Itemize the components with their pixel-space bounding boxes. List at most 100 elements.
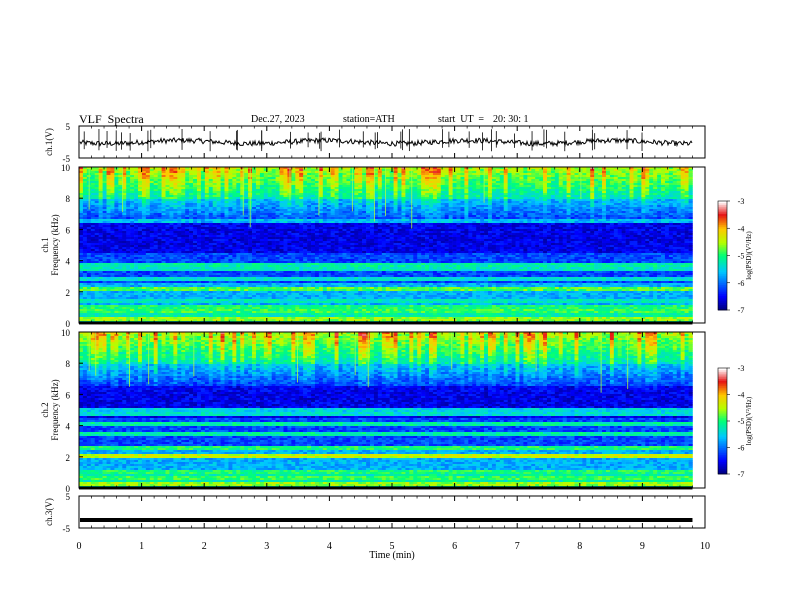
ch1-spectrogram-cell [228,199,232,201]
ch1-spectrogram-cell [633,223,637,225]
ch1-spectrogram-cell [327,181,331,183]
ch1-spectrogram-cell [457,173,461,175]
ch1-spectrogram-cell [232,207,236,209]
ch1-spectrogram-cell [394,221,398,223]
ch1-spectrogram-cell [130,203,134,205]
ch1-spectrogram-cell [228,185,232,187]
ch1-spectrogram-cell [394,199,398,201]
ch1-spectrogram-cell [209,213,213,215]
ch1-spectrogram-cell [394,191,398,193]
ch1-spectrogram-cell [232,189,236,191]
ch1-spectrogram-cell [637,223,641,225]
ch1-spectrogram-cell [95,191,99,193]
ch1-spectrogram-cell [653,199,657,201]
ch1-spectrogram-cell [657,221,661,223]
ch1-spectrogram-cell [681,223,685,225]
ch1-spectrogram-cell [508,177,512,179]
ch1-spectrogram-cell [563,187,567,189]
ch1-spectrogram-cell [256,213,260,215]
ch1-spectrogram-cell [177,221,181,223]
ch1-spectrogram-cell [236,215,240,217]
ch1-spectrogram-cell [91,219,95,221]
ch1-spectrogram-cell [280,191,284,193]
ch1-spectrogram-cell [232,169,236,171]
ch1-spectrogram-cell [366,219,370,221]
ch1-spectrogram-cell [335,197,339,199]
ch1-spectrogram-cell [390,223,394,225]
ch1-spectrogram-cell [299,217,303,219]
ch1-spectrogram-cell [307,215,311,217]
ch1-spectrogram-cell [134,227,138,229]
ch1-spectrogram-cell [433,209,437,211]
ch1-spectrogram-cell [551,203,555,205]
ch1-spectrogram-cell [555,193,559,195]
ch1-spectrogram-cell [236,203,240,205]
ch1-spectrogram-cell [516,189,520,191]
ch1-spectrogram-cell [433,215,437,217]
ch1-spectrogram-cell [547,189,551,191]
ch1-spectrogram-cell [83,199,87,201]
ch1-spectrogram-cell [523,199,527,201]
ch1-spectrogram-cell [189,179,193,181]
ch1-spectrogram-cell [335,169,339,171]
ch1-spectrogram-cell [138,201,142,203]
ch1-spectrogram-cell [527,183,531,185]
ch1-spectrogram-cell [83,171,87,173]
ch1-spectrogram-cell [91,191,95,193]
ch1-spectrogram-cell [374,225,378,227]
ch1-spectrogram-cell [307,205,311,207]
ch1-spectrogram-cell [677,177,681,179]
ch1-spectrogram-cell [158,191,162,193]
ch1-spectrogram-cell [185,201,189,203]
ch1-spectrogram-cell [421,215,425,217]
ch1-spectrogram-cell [421,173,425,175]
ch1-spectrogram-cell [295,183,299,185]
ch1-spectrogram-cell [217,183,221,185]
ch1-spectrogram-cell [401,177,405,179]
ch1-spectrogram-cell [331,217,335,219]
ch1-spectrogram-cell [390,219,394,221]
ch1-spectrogram-cell [197,191,201,193]
ch1-spectrogram-cell [158,187,162,189]
ch1-spectrogram-cell [323,187,327,189]
ch1-spectrogram-cell [417,201,421,203]
ch1-spectrogram-cell [99,227,103,229]
ch1-spectrogram-cell [217,195,221,197]
ch1-spectrogram-cell [323,201,327,203]
ch1-spectrogram-cell [582,213,586,215]
ch1-spectrogram-cell [335,181,339,183]
ch1-spectrogram-cell [110,173,114,175]
ch1-spectrogram-cell [272,189,276,191]
ch1-spectrogram-cell [661,191,665,193]
ch1-spectrogram-cell [519,177,523,179]
ch1-spectrogram-cell [441,193,445,195]
ch1-spectrogram-cell [476,185,480,187]
ch1-spectrogram-cell [449,169,453,171]
ch1-spectrogram-cell [311,203,315,205]
ch1-spectrogram-cell [264,183,268,185]
ch1-spectrogram-cell [563,185,567,187]
ch1-spectrogram-cell [311,169,315,171]
ch1-spectrogram-cell [342,189,346,191]
ch1-spectrogram-cell [417,185,421,187]
ch1-spectrogram-cell [244,197,248,199]
ch1-spectrogram-cell [154,217,158,219]
ch1-spectrogram-cell [283,187,287,189]
ch1-spectrogram-cell [657,185,661,187]
ch1-spectrogram-cell [685,175,689,177]
ch1-spectrogram-cell [154,179,158,181]
ch1-spectrogram-cell [83,187,87,189]
ch1-spectrogram-cell [669,219,673,221]
ch1-spectrogram-cell [142,197,146,199]
ch1-spectrogram-cell [283,215,287,217]
ch1-spectrogram-cell [272,179,276,181]
ch1-spectrogram-cell [516,211,520,213]
ch1-spectrogram-cell [618,195,622,197]
ch1-spectrogram-cell [173,223,177,225]
ch1-spectrogram-cell [559,205,563,207]
ch1-spectrogram-cell [449,193,453,195]
ch1-spectrogram-cell [460,195,464,197]
ch1-spectrogram-cell [87,225,91,227]
ch1-spectrogram-cell [134,169,138,171]
ch1-spectrogram-cell [590,207,594,209]
